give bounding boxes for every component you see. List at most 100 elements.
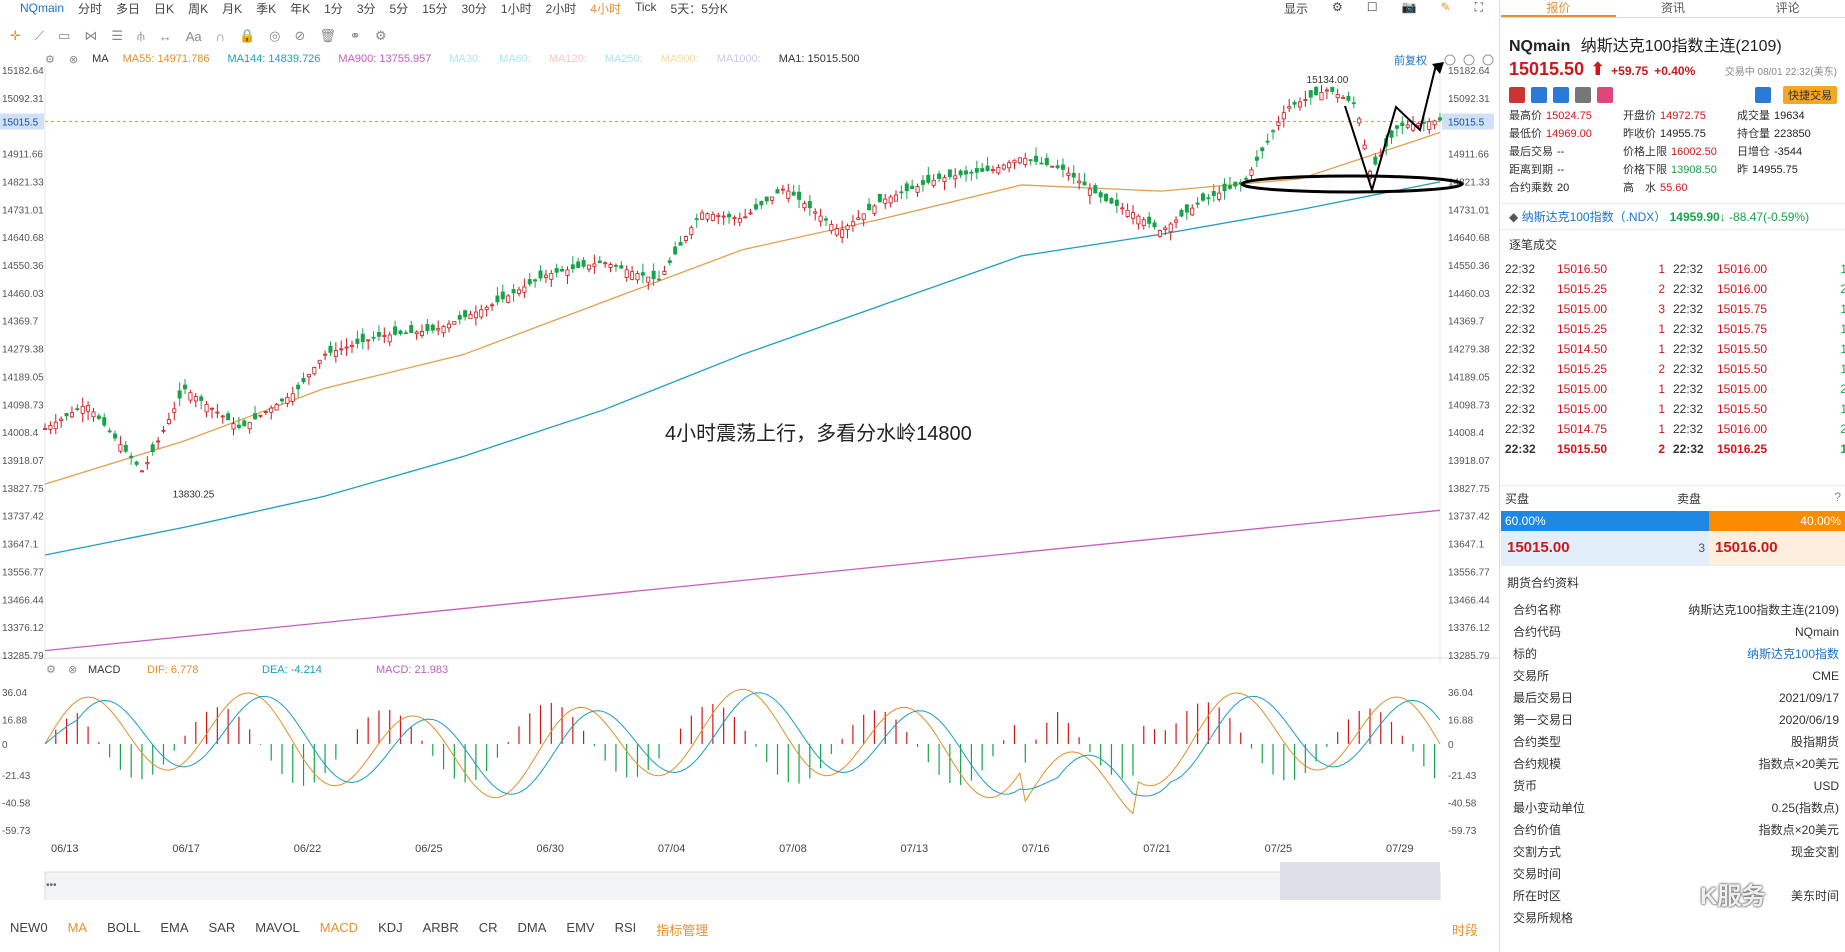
text-tool-icon[interactable]: Aa xyxy=(185,28,202,44)
symbol-label[interactable]: NQmain xyxy=(20,1,65,15)
period-2[interactable]: 日K xyxy=(154,1,175,16)
indicator-tab[interactable]: DMA xyxy=(517,919,547,935)
period-7[interactable]: 1分 xyxy=(324,1,343,16)
tick-row: 22:32 15014.50 1 22:32 15015.50 1 xyxy=(1501,339,1845,359)
period-13[interactable]: 2小时 xyxy=(545,1,577,16)
index-name[interactable]: 纳斯达克100指数（.NDX） xyxy=(1521,210,1667,224)
fib-tool-icon[interactable]: ☰ xyxy=(111,28,123,43)
candle-body xyxy=(1098,192,1103,198)
period-6[interactable]: 年K xyxy=(290,1,311,16)
trash-icon[interactable]: 🗑 xyxy=(319,28,336,43)
index-line[interactable]: ◆ 纳斯达克100指数（.NDX） 14959.90↓ -88.47(-0.59… xyxy=(1501,203,1845,230)
candle-body xyxy=(904,183,909,192)
help-icon[interactable]: ? xyxy=(1834,490,1841,504)
candle-body xyxy=(1244,177,1249,180)
period-5[interactable]: 季K xyxy=(256,1,277,16)
line-tool-icon[interactable]: ⟋ xyxy=(34,28,45,43)
checkbox-icon[interactable]: ☐ xyxy=(1366,0,1378,14)
indicator-tab[interactable]: NEW0 xyxy=(10,919,48,935)
fullscreen-icon[interactable]: ⛶ xyxy=(1474,0,1483,14)
pre-adjust-button[interactable]: 前复权 xyxy=(1394,53,1427,67)
tab-comments[interactable]: 评论 xyxy=(1775,1,1800,15)
tab-quote[interactable]: 报价 xyxy=(1501,0,1616,17)
crosshair-icon[interactable]: ✛ xyxy=(10,28,21,43)
camera-icon[interactable]: 📷 xyxy=(1401,0,1417,14)
indicator-tab[interactable]: MAVOL xyxy=(255,919,300,935)
candle-body xyxy=(705,213,710,220)
tool-icon[interactable] xyxy=(1553,87,1569,103)
indicator-tab[interactable]: KDJ xyxy=(378,919,403,935)
period-1[interactable]: 多日 xyxy=(116,1,141,16)
candle-body xyxy=(1104,193,1109,202)
candle-body xyxy=(1438,117,1443,121)
slash-icon[interactable]: ⊘ xyxy=(294,28,306,43)
indicator-tab[interactable]: 指标管理 xyxy=(656,922,709,938)
heart-icon[interactable] xyxy=(1597,87,1613,103)
candle-body xyxy=(748,212,753,215)
close-icon[interactable]: ⊗ xyxy=(68,54,79,66)
session-button[interactable]: 时段 xyxy=(1451,922,1478,938)
chart-svg[interactable]: 15182.64 15182.64 15092.31 15092.31 15015.5 1… xyxy=(0,0,1500,900)
period-0[interactable]: 分时 xyxy=(78,1,103,16)
eye-icon[interactable]: ◎ xyxy=(269,28,281,43)
candle-body xyxy=(856,217,861,220)
stat-label: 持仓量 xyxy=(1737,128,1770,140)
candle-body xyxy=(877,193,882,203)
indicator-tab[interactable]: RSI xyxy=(614,919,637,935)
arrow-tool-icon[interactable]: ↔ xyxy=(158,28,172,44)
y-tick-label-left: 14369.7 xyxy=(2,317,39,328)
stat-item: 价格下限 13908.50 xyxy=(1623,161,1737,179)
indicator-tab[interactable]: ARBR xyxy=(422,919,459,935)
stat-value: 14955.75 xyxy=(1752,164,1798,176)
bell-icon[interactable] xyxy=(1755,87,1771,103)
bid-quote[interactable]: 15015.00 3 xyxy=(1501,531,1709,565)
settings-icon[interactable]: ⚙ xyxy=(374,28,387,43)
quick-trade-button[interactable]: 快捷交易 xyxy=(1783,86,1837,104)
period-4[interactable]: 月K xyxy=(222,1,243,16)
candle-body xyxy=(199,396,204,401)
magnet-icon[interactable]: ∩ xyxy=(215,28,225,44)
pitchfork-tool-icon[interactable]: ⫛ xyxy=(136,28,145,43)
x-tick-label: 07/13 xyxy=(901,843,929,855)
info-key: 最后交易日 xyxy=(1513,691,1574,705)
indicator-tab[interactable]: CR xyxy=(478,919,498,935)
candle-body xyxy=(1416,122,1421,127)
ask-quote[interactable]: 15016.00 xyxy=(1709,531,1845,565)
indicator-tab[interactable]: SAR xyxy=(208,919,236,935)
indicator-tab[interactable]: MA xyxy=(67,919,88,935)
note-icon[interactable] xyxy=(1575,87,1591,103)
chart-icon[interactable] xyxy=(1531,87,1547,103)
pattern-tool-icon[interactable]: ⋈ xyxy=(84,28,98,43)
settings-icon[interactable]: ⚙ xyxy=(1332,0,1343,14)
tab-news[interactable]: 资讯 xyxy=(1661,1,1686,15)
period-12[interactable]: 1小时 xyxy=(500,1,532,16)
period-3[interactable]: 周K xyxy=(188,1,209,16)
ma-legend-item: MA1: 15015.500 xyxy=(778,53,860,65)
indicator-tab[interactable]: EMA xyxy=(160,919,189,935)
period-8[interactable]: 3分 xyxy=(356,1,376,16)
period-15[interactable]: Tick xyxy=(634,0,657,14)
contract-info-row: 合约类型 股指期货 xyxy=(1501,731,1845,753)
display-menu[interactable]: 显示 xyxy=(1284,2,1309,16)
chart-area[interactable]: NQmain 分时 多日 日K 周K 月K 季K 年K 1分 3分 5分 15分 30分 1小时 2小时 4… xyxy=(0,0,1500,952)
lock-icon[interactable]: 🔒 xyxy=(238,28,256,43)
period-10[interactable]: 15分 xyxy=(422,1,448,16)
period-14[interactable]: 4小时 xyxy=(590,1,621,16)
candle-body xyxy=(1055,165,1060,169)
contract-info: 合约名称 纳斯达克100指数主连(2109) 合约代码 NQmain 标的 纳斯达克100… xyxy=(1501,599,1845,929)
period-9[interactable]: 5分 xyxy=(389,1,409,16)
period-16[interactable]: 5天：5分K xyxy=(670,1,728,16)
shape-tool-icon[interactable]: ▭ xyxy=(58,28,71,43)
y-tick-label-left: 14279.38 xyxy=(2,345,44,356)
link-icon[interactable]: ⚭ xyxy=(349,28,361,43)
indicator-tab[interactable]: BOLL xyxy=(107,919,141,935)
edit-icon[interactable]: ✎ xyxy=(1440,0,1451,14)
index-change: -88.47(-0.59%) xyxy=(1729,210,1810,224)
indicator-tab[interactable]: EMV xyxy=(566,919,595,935)
sell-ratio: 40.00% xyxy=(1709,511,1845,531)
indicator-tab[interactable]: MACD xyxy=(319,919,359,935)
info-value[interactable]: 纳斯达克100指数 xyxy=(1746,647,1839,661)
stat-item: 开盘价 14972.75 xyxy=(1623,107,1737,125)
settings-icon[interactable]: ⚙ xyxy=(45,54,55,66)
period-11[interactable]: 30分 xyxy=(461,1,487,16)
